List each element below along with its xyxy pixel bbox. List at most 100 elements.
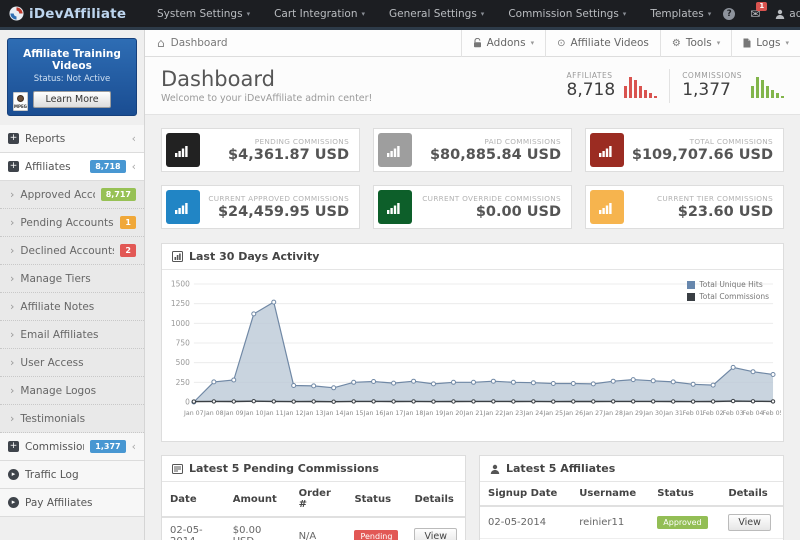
svg-text:Jan 29: Jan 29 (622, 410, 643, 417)
sidebar-item-email-affiliates[interactable]: › Email Affiliates (0, 321, 144, 349)
svg-text:Jan 26: Jan 26 (563, 410, 584, 417)
count-badge: 8,717 (100, 188, 136, 201)
count-badge: 1,377 (90, 440, 126, 453)
toolbar-button-logs[interactable]: Logs ▾ (731, 29, 800, 57)
sidebar-item-traffic-log[interactable]: ▸ Traffic Log (0, 461, 144, 489)
stat-value: 1,377 (682, 80, 731, 100)
chart-glyph-icon (378, 133, 412, 167)
user-icon (490, 464, 500, 474)
svg-text:500: 500 (176, 358, 190, 367)
sidebar-item-testimonials[interactable]: › Testimonials (0, 405, 144, 433)
notification-badge: 1 (756, 1, 768, 12)
sidebar-item-commissions[interactable]: + Commissions 1,377 ‹ (0, 433, 144, 461)
column-header: Username (571, 482, 650, 507)
arrow-circle-icon: ▸ (8, 497, 19, 508)
header-stat-affiliates: AFFILIATES 8,718 (567, 71, 658, 100)
sidebar-item-label: Commissions (25, 440, 84, 453)
column-header: Date (162, 482, 225, 518)
svg-text:Jan 23: Jan 23 (503, 410, 524, 417)
sidebar-item-label: Traffic Log (25, 468, 79, 481)
card-value: $4,361.87 USD (228, 147, 349, 163)
sidebar-item-pay-affiliates[interactable]: ▸ Pay Affiliates (0, 489, 144, 517)
column-header: Order # (290, 482, 347, 518)
chart-glyph-icon (166, 133, 200, 167)
svg-text:Jan 14: Jan 14 (323, 410, 344, 417)
svg-text:1250: 1250 (171, 299, 190, 308)
chart-glyph-icon (590, 133, 624, 167)
arrow-circle-icon: ▸ (8, 469, 19, 480)
sidebar-item-approved-accounts[interactable]: › Approved Accounts 8,717 (0, 181, 144, 209)
svg-text:Jan 27: Jan 27 (583, 410, 604, 417)
caret-down-icon: ▾ (246, 9, 251, 18)
learn-more-button[interactable]: Learn More (33, 91, 111, 108)
card-value: $24,459.95 USD (217, 204, 349, 220)
nav-menu-general-settings[interactable]: General Settings ▾ (377, 0, 496, 27)
chevron-right-icon: › (10, 356, 15, 369)
chevron-right-icon: › (10, 328, 15, 341)
sidebar-item-pending-accounts[interactable]: › Pending Accounts 1 (0, 209, 144, 237)
table-panel-header: Latest 5 Pending Commissions (162, 456, 465, 482)
legend-swatch (687, 280, 696, 289)
legend-label: Total Unique Hits (699, 280, 763, 289)
nav-menu-commission-settings[interactable]: Commission Settings ▾ (496, 0, 638, 27)
svg-text:Jan 08: Jan 08 (203, 410, 224, 417)
column-header: Status (346, 482, 407, 518)
view-button[interactable]: View (728, 514, 771, 531)
toolbar-button-affiliate-videos[interactable]: ⊙ Affiliate Videos (545, 29, 660, 57)
sidebar-item-reports[interactable]: + Reports ‹ (0, 125, 144, 153)
card-label: PENDING COMMISSIONS (254, 137, 349, 146)
svg-text:0: 0 (185, 397, 190, 406)
header-stats: AFFILIATES 8,718 COMMISSIONS 1,377 (567, 68, 784, 103)
column-header: Details (720, 482, 783, 507)
table-cell (571, 538, 650, 540)
svg-text:Jan 15: Jan 15 (343, 410, 364, 417)
sidebar-item-affiliate-notes[interactable]: › Affiliate Notes (0, 293, 144, 321)
sidebar-item-manage-logos[interactable]: › Manage Logos (0, 377, 144, 405)
nav-menu-label: General Settings (389, 7, 477, 20)
sidebar-item-label: Affiliates (25, 160, 71, 173)
sidebar-item-label: Approved Accounts (20, 188, 94, 201)
chevron-right-icon: › (10, 412, 15, 425)
sidebar-item-affiliates[interactable]: + Affiliates 8,718 ‹ (0, 153, 144, 181)
caret-down-icon: ▾ (622, 9, 627, 18)
card-label: CURRENT OVERRIDE COMMISSIONS (422, 194, 561, 203)
notifications-icon[interactable]: ✉ 1 (750, 1, 768, 21)
sparkline-bars (624, 74, 658, 98)
page-title: Dashboard (161, 67, 275, 91)
chevron-right-icon: › (10, 244, 15, 257)
play-icon: ⊙ (557, 37, 566, 49)
toolbar-button-label: Addons (486, 37, 526, 49)
toolbar-button-label: Logs (756, 37, 781, 49)
sidebar-item-user-access[interactable]: › User Access (0, 349, 144, 377)
toolbar-button-addons[interactable]: Addons ▾ (460, 29, 545, 57)
svg-text:Jan 17: Jan 17 (383, 410, 404, 417)
sidebar-item-label: Manage Logos (20, 384, 97, 397)
sidebar-item-label: Email Affiliates (20, 328, 99, 341)
toolbar-button-tools[interactable]: ⚙ Tools ▾ (659, 29, 731, 57)
sidebar-item-manage-tiers[interactable]: › Manage Tiers (0, 265, 144, 293)
svg-text:Jan 28: Jan 28 (602, 410, 623, 417)
user-menu[interactable]: admin ▾ (775, 8, 800, 20)
sidebar-item-declined-accounts[interactable]: › Declined Accounts 2 (0, 237, 144, 265)
sidebar-item-label: Affiliate Notes (20, 300, 95, 313)
breadcrumb[interactable]: ⌂ Dashboard (145, 36, 461, 50)
column-header: Signup Date (480, 482, 572, 507)
nav-menu-cart-integration[interactable]: Cart Integration ▾ (262, 0, 377, 27)
help-icon[interactable]: ? (723, 7, 736, 20)
legend-item-total-commissions: Total Commissions (687, 292, 769, 301)
sidebar-item-label: User Access (20, 356, 84, 369)
legend-label: Total Commissions (699, 292, 769, 301)
sidebar-item-label: Declined Accounts (20, 244, 115, 257)
logo-swirl-icon (9, 6, 24, 21)
svg-text:Feb 03: Feb 03 (723, 410, 744, 417)
nav-menu-system-settings[interactable]: System Settings ▾ (145, 0, 262, 27)
commissions-icon (172, 463, 183, 474)
svg-text:Jan 07: Jan 07 (183, 410, 204, 417)
svg-text:Jan 10: Jan 10 (243, 410, 264, 417)
svg-text:Jan 20: Jan 20 (443, 410, 464, 417)
view-button[interactable]: View (414, 527, 457, 540)
app-logo[interactable]: iDevAffiliate (0, 6, 145, 22)
table-panel-latest-5-affiliates: Latest 5 Affiliates Signup Date Username S… (479, 455, 784, 540)
nav-menu-templates[interactable]: Templates ▾ (638, 0, 723, 27)
legend-swatch (687, 292, 696, 301)
